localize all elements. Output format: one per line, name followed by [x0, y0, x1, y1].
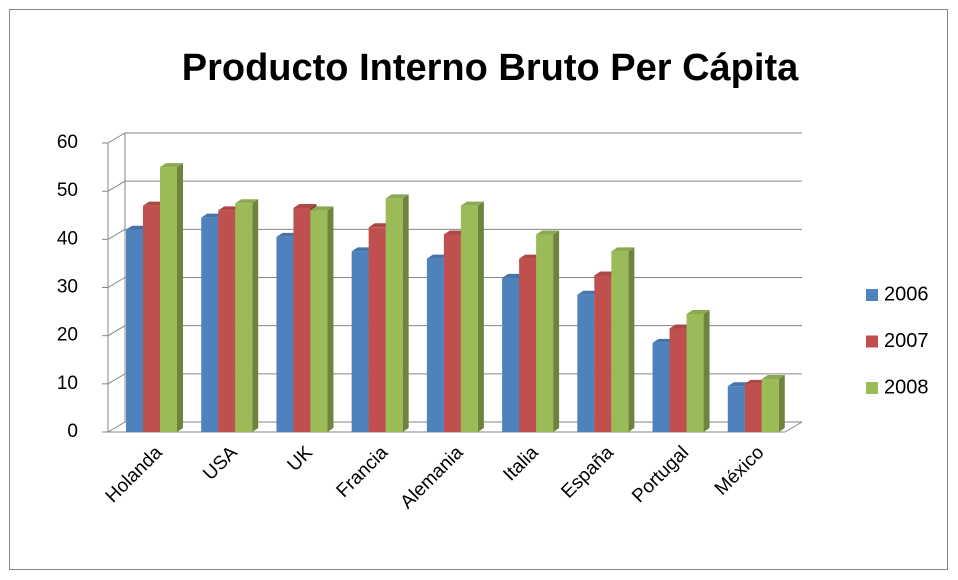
bar-top [460, 201, 484, 206]
y-tick-label: 60 [57, 132, 78, 153]
bar [669, 328, 687, 432]
bar [577, 294, 595, 432]
grid-line [107, 373, 802, 385]
chart-title: Producto Interno Bruto Per Cápita [182, 47, 799, 89]
floor-edge [784, 421, 803, 433]
bar-top [686, 309, 710, 314]
bar-top [293, 204, 317, 209]
y-tick-label: 30 [57, 277, 78, 298]
y-tick-label: 50 [57, 180, 78, 201]
bar-top [536, 230, 560, 235]
grid-line [107, 228, 802, 240]
bar-side [553, 230, 560, 432]
bar [443, 234, 461, 432]
bar-top [235, 199, 259, 204]
bar-top [385, 194, 409, 199]
bar-top [310, 206, 334, 211]
bar [235, 203, 253, 432]
bar [611, 251, 629, 432]
bar [460, 205, 478, 432]
bar [594, 275, 612, 432]
bar [143, 205, 160, 432]
legend-label: 2006 [884, 283, 929, 305]
bar-side [402, 194, 409, 432]
bar [536, 234, 554, 432]
bar-side [628, 247, 635, 432]
bar [426, 258, 444, 432]
grid-line [107, 277, 802, 288]
legend-swatch [866, 382, 878, 394]
bar [126, 229, 143, 432]
bar-top [611, 247, 635, 252]
bar [744, 383, 762, 432]
bar [160, 167, 177, 433]
bar [293, 208, 311, 432]
bar [310, 210, 328, 432]
legend-label: 2007 [884, 330, 929, 352]
bar-side [252, 199, 259, 432]
grid-line [107, 132, 802, 144]
bar [368, 227, 386, 432]
bar-side [327, 206, 334, 432]
legend-swatch [866, 335, 878, 348]
legend-label: 2008 [884, 376, 929, 398]
y-tick-label: 20 [57, 325, 78, 346]
bar-top [761, 375, 785, 380]
bar [218, 210, 236, 432]
bar [761, 379, 779, 432]
grid-line [107, 421, 802, 433]
grid-line [107, 180, 802, 192]
y-tick-label: 10 [57, 373, 78, 394]
bar-top [160, 163, 183, 168]
bar [351, 251, 369, 432]
bar [686, 313, 704, 432]
bar [201, 217, 219, 432]
grid-line [107, 325, 802, 337]
bar-side [778, 375, 785, 432]
bar [502, 277, 520, 432]
legend-swatch [866, 289, 878, 301]
bar [727, 386, 745, 432]
y-tick-label: 0 [67, 421, 78, 442]
bar-side [477, 201, 484, 432]
y-tick-label: 40 [57, 228, 78, 249]
bar-side [703, 309, 710, 432]
bar [385, 198, 403, 432]
bar [519, 258, 537, 432]
bar [276, 236, 294, 432]
bar-side [177, 163, 183, 433]
bar [652, 342, 670, 432]
